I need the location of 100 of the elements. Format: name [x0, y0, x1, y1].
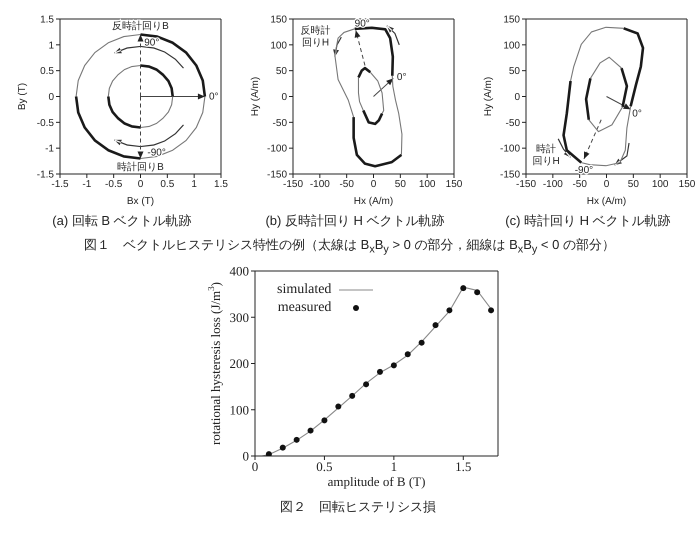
x-tick-label: 150 — [678, 179, 696, 190]
x-tick-label: 0.5 — [316, 459, 333, 474]
x-tick-label: -100 — [310, 179, 330, 190]
point — [460, 285, 466, 292]
y-tick-label: -50 — [272, 118, 288, 129]
x-tick-label: 50 — [628, 179, 640, 190]
point — [321, 417, 328, 424]
y-tick-label: 0 — [242, 448, 249, 464]
x-tick-label: 1.5 — [455, 459, 472, 474]
x-tick-label: 1.5 — [214, 179, 228, 190]
y-tick-label: 150 — [270, 14, 288, 26]
point — [404, 351, 411, 358]
y-tick-label: 0 — [514, 92, 520, 104]
y-tick-label: -150 — [500, 170, 520, 181]
caption: 図２ 回転ヒステリシス損 — [279, 498, 437, 516]
y-axis-title: Hy (A/m) — [250, 76, 261, 116]
x-tick-label: 0 — [138, 179, 144, 190]
line-series — [362, 109, 384, 126]
x-axis-title: Hx (A/m) — [586, 196, 626, 207]
y-tick-label: -150 — [266, 170, 288, 181]
y-tick-label: 100 — [503, 40, 520, 52]
x-tick-label: 0 — [370, 179, 377, 190]
y-tick-label: 0 — [48, 92, 54, 104]
point — [363, 381, 370, 388]
x-axis-title: Bx (T) — [126, 196, 154, 207]
x-tick-label: -150 — [282, 179, 304, 190]
point — [432, 322, 439, 328]
point — [446, 307, 452, 314]
y-axis-title: By (T) — [16, 82, 28, 110]
text: (a) 回転 B ベクトル軌跡 — [51, 212, 193, 230]
annotation: -90° — [574, 164, 594, 176]
annotation: 反時計回りH — [300, 24, 331, 49]
x-tick-label: 0 — [252, 459, 258, 474]
x-axis-title: amplitude of B (T) — [328, 474, 426, 489]
x-tick-label: -50 — [339, 179, 354, 190]
y-tick-label: -100 — [266, 144, 288, 155]
y-tick-label: 50 — [508, 66, 520, 78]
point — [294, 436, 300, 443]
annotation: 反時計回りB — [112, 20, 170, 32]
y-tick-label: 100 — [230, 402, 249, 418]
line-series — [352, 116, 403, 168]
line-series — [357, 66, 372, 79]
point — [390, 362, 397, 368]
annotation: -90° — [147, 146, 166, 158]
text: (c) 時計回り H ベクトル軌跡 — [504, 212, 672, 230]
y-tick-label: 150 — [503, 14, 520, 26]
annotation: 0° — [396, 72, 406, 83]
annotation: 時計回りB — [117, 160, 164, 173]
legend-label: simulated — [277, 281, 332, 299]
point — [335, 404, 342, 410]
point — [349, 392, 356, 399]
annotation: 0° — [632, 108, 642, 120]
y-axis-title: Hy (A/m) — [482, 76, 494, 116]
point — [308, 428, 314, 434]
x-tick-label: -100 — [542, 179, 564, 190]
x-tick-label: 150 — [446, 179, 463, 190]
point — [474, 289, 480, 296]
y-tick-label: 300 — [230, 310, 249, 325]
annotation: 0° — [208, 91, 219, 102]
x-tick-label: 100 — [652, 179, 669, 190]
x-tick-label: 0 — [604, 179, 610, 190]
point — [418, 340, 425, 346]
y-tick-label: 400 — [230, 264, 249, 279]
line-series — [107, 95, 142, 129]
y-tick-label: -100 — [500, 144, 520, 155]
line-series — [140, 96, 174, 128]
y-tick-label: 0.5 — [40, 66, 54, 78]
y-tick-label: -1.5 — [36, 170, 54, 181]
x-tick-label: 1 — [390, 459, 398, 474]
y-tick-label: 1 — [48, 40, 54, 52]
y-tick-label: 200 — [230, 356, 249, 372]
x-tick-label: 1 — [191, 179, 198, 190]
x-tick-label: 50 — [394, 179, 406, 190]
y-tick-label: 50 — [276, 66, 288, 78]
x-tick-label: -50 — [572, 179, 588, 190]
y-tick-label: 1.5 — [40, 14, 54, 26]
y-tick-label: -50 — [506, 118, 520, 129]
line-series — [334, 28, 356, 118]
x-axis-title: Hx (A/m) — [354, 196, 394, 207]
line-series — [622, 27, 644, 108]
point — [488, 307, 494, 314]
annotation: 90° — [144, 36, 160, 48]
y-tick-label: 100 — [270, 40, 288, 52]
annotation: 時計回りH — [532, 143, 560, 168]
text: (b) 反時計回り H ベクトル軌跡 — [264, 212, 446, 230]
x-tick-label: 100 — [418, 179, 436, 190]
annotation: 90° — [354, 18, 370, 30]
point — [280, 444, 286, 451]
y-tick-label: -1 — [45, 144, 54, 155]
line-series — [139, 64, 174, 98]
text: 図１ ベクトルヒステリシス特性の例（太線は B$_{x}$B$_{y}$ > 0 の部分，細線は B$_{x}$B$_{y}$ < 0 の部分） — [84, 237, 615, 256]
x-tick-label: 0.5 — [160, 179, 175, 190]
line-series — [590, 56, 622, 79]
line-series — [370, 72, 384, 114]
x-tick-label: -0.5 — [105, 179, 123, 190]
y-tick-label: -0.5 — [36, 118, 54, 129]
point — [266, 451, 272, 456]
point — [376, 368, 383, 375]
line-series — [358, 76, 364, 111]
y-tick-label: 0 — [281, 92, 288, 104]
